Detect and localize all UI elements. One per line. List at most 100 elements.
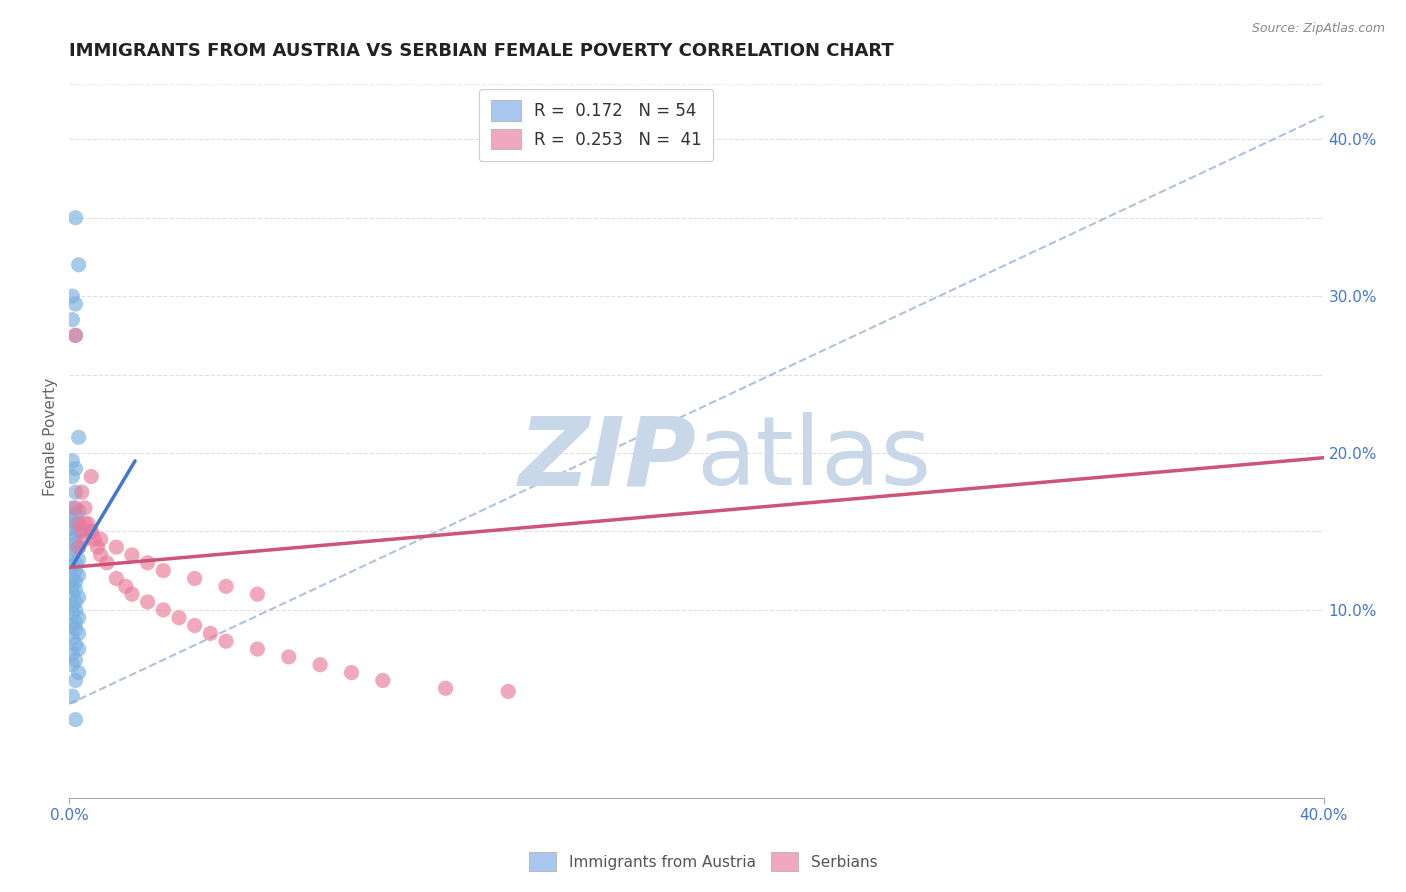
Point [65,543,87,558]
Point [65,516,87,531]
Point [67,258,90,272]
Point [215,579,238,593]
Point [65,328,87,343]
Point [86,540,108,554]
Point [60,500,83,515]
Point [67,552,90,566]
Point [434,681,457,696]
Point [340,665,363,680]
Text: IMMIGRANTS FROM AUSTRIA VS SERBIAN FEMALE POVERTY CORRELATION CHART: IMMIGRANTS FROM AUSTRIA VS SERBIAN FEMAL… [69,42,894,60]
Point [65,582,87,597]
Point [77,516,100,531]
Point [65,556,87,570]
Point [309,657,332,672]
Point [67,626,90,640]
Point [65,622,87,636]
Point [183,618,205,632]
Point [96,556,118,570]
Point [73,500,96,515]
Point [60,572,83,586]
Point [65,485,87,500]
Legend: R =  0.172   N = 54, R =  0.253   N =  41: R = 0.172 N = 54, R = 0.253 N = 41 [479,88,713,161]
Point [60,513,83,527]
Point [80,524,103,539]
Point [90,533,112,547]
Point [60,579,83,593]
Point [67,430,90,444]
Point [183,572,205,586]
Point [65,574,87,589]
Y-axis label: Female Poverty: Female Poverty [44,378,58,497]
Point [65,328,87,343]
Point [65,461,87,475]
Point [65,211,87,225]
Point [60,312,83,326]
Point [67,642,90,657]
Point [65,615,87,630]
Text: Source: ZipAtlas.com: Source: ZipAtlas.com [1251,22,1385,36]
Point [121,548,143,562]
Point [65,297,87,311]
Legend: Immigrants from Austria, Serbians: Immigrants from Austria, Serbians [523,847,883,877]
Point [60,647,83,661]
Point [65,527,87,541]
Point [60,606,83,620]
Point [136,595,159,609]
Point [60,657,83,672]
Point [121,587,143,601]
Point [371,673,394,688]
Point [65,500,87,515]
Point [60,533,83,547]
Point [65,673,87,688]
Point [246,587,269,601]
Point [67,568,90,582]
Point [67,540,90,554]
Point [65,564,87,578]
Point [65,537,87,551]
Point [83,533,105,547]
Point [67,610,90,624]
Point [67,665,90,680]
Point [215,634,238,648]
Point [70,524,93,539]
Point [152,564,174,578]
Point [65,637,87,651]
Point [60,558,83,573]
Point [60,521,83,535]
Point [67,540,90,554]
Point [60,454,83,468]
Point [60,631,83,645]
Point [167,610,190,624]
Point [496,684,519,698]
Point [152,603,174,617]
Point [60,469,83,483]
Point [65,603,87,617]
Point [136,556,159,570]
Point [114,579,136,593]
Text: atlas: atlas [696,412,932,506]
Point [67,591,90,605]
Point [60,618,83,632]
Point [105,540,128,554]
Point [73,516,96,531]
Point [60,689,83,703]
Point [67,524,90,539]
Point [60,548,83,562]
Point [105,572,128,586]
Point [65,595,87,609]
Point [90,548,112,562]
Point [60,598,83,612]
Point [67,504,90,518]
Point [60,289,83,303]
Point [65,653,87,667]
Point [80,524,103,539]
Point [246,642,269,657]
Point [80,469,103,483]
Point [67,516,90,531]
Point [60,587,83,601]
Point [70,485,93,500]
Point [277,649,299,664]
Point [65,713,87,727]
Text: ZIP: ZIP [519,412,696,506]
Point [200,626,222,640]
